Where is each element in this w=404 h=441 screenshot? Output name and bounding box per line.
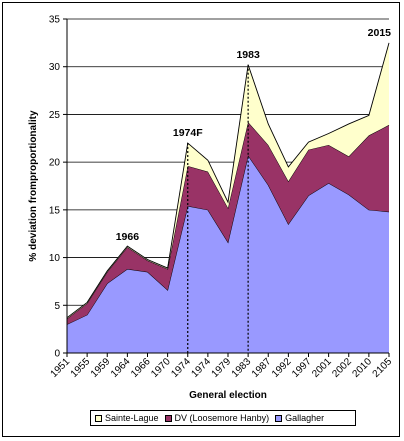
y-tick-label: 5 bbox=[54, 301, 60, 312]
x-tick-label: 1966 bbox=[129, 356, 153, 380]
y-tick-label: 10 bbox=[49, 253, 61, 264]
area-outline-2 bbox=[66, 42, 390, 319]
annotation-1983: 1983 bbox=[236, 49, 260, 61]
legend-item-dv: DV (Loosemore Hanby) bbox=[164, 413, 270, 423]
y-axis-title: % deviation fromproportionality bbox=[28, 110, 39, 262]
x-tick-label: 1979 bbox=[210, 356, 234, 380]
y-tick-label: 0 bbox=[54, 349, 60, 360]
y-tick-label: 25 bbox=[49, 110, 61, 121]
x-tick-label: 2001 bbox=[310, 356, 334, 380]
x-tick-label: 2105 bbox=[371, 356, 395, 380]
x-tick-label: 1955 bbox=[69, 356, 93, 380]
area-gallagher bbox=[67, 155, 389, 353]
legend-label-gallagher: Gallagher bbox=[285, 413, 325, 423]
x-tick-label: 1997 bbox=[290, 356, 314, 380]
annotation-1966: 1966 bbox=[116, 231, 140, 243]
x-tick-label: 1974 bbox=[189, 356, 213, 380]
x-tick-label: 2010 bbox=[350, 356, 374, 380]
annotation-1974F: 1974F bbox=[173, 127, 203, 139]
x-tick-label: 1983 bbox=[230, 356, 254, 380]
legend-item-sainte-lague: Sainte-Lague bbox=[95, 413, 159, 423]
x-tick-label: 1970 bbox=[149, 356, 173, 380]
legend-label-sainte-lague: Sainte-Lague bbox=[105, 413, 159, 423]
legend-label-dv: DV (Loosemore Hanby) bbox=[174, 413, 270, 423]
x-tick-label: 2002 bbox=[330, 356, 354, 380]
y-tick-label: 30 bbox=[49, 62, 61, 73]
x-tick-label: 1964 bbox=[109, 356, 133, 380]
x-axis-title: General election bbox=[189, 390, 267, 401]
y-tick-label: 15 bbox=[49, 205, 61, 216]
annotation-2015: 2015 bbox=[368, 27, 392, 39]
area-dv-loosemore-hanby bbox=[67, 122, 389, 325]
x-tick-label: 1987 bbox=[250, 356, 274, 380]
x-tick-label: 1951 bbox=[49, 356, 73, 380]
chart-legend: Sainte-Lague DV (Loosemore Hanby) Gallag… bbox=[90, 410, 356, 426]
y-tick-label: 35 bbox=[49, 15, 61, 26]
y-tick-label: 20 bbox=[49, 158, 61, 169]
legend-item-gallagher: Gallagher bbox=[275, 413, 324, 423]
area-outline-0 bbox=[66, 154, 390, 325]
legend-swatch-gallagher bbox=[275, 414, 283, 422]
x-tick-label: 1959 bbox=[89, 356, 113, 380]
legend-swatch-dv bbox=[164, 414, 172, 422]
x-tick-label: 1974 bbox=[169, 356, 193, 380]
legend-swatch-sainte-lague bbox=[95, 414, 102, 422]
x-tick-label: 1992 bbox=[270, 356, 294, 380]
